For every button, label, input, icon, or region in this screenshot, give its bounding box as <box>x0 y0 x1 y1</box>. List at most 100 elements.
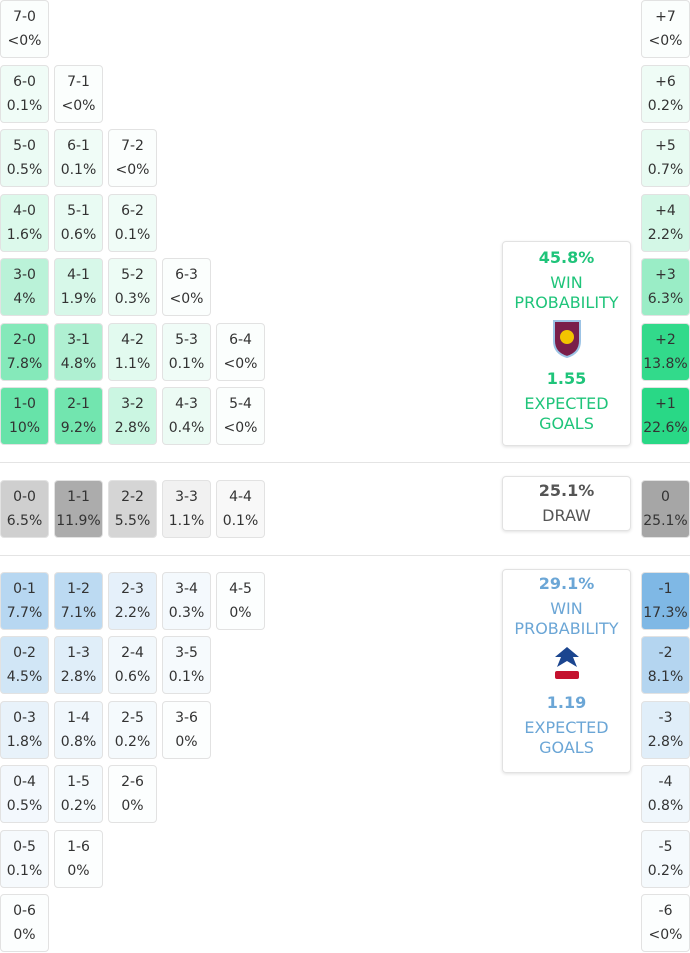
score: 4-5 <box>229 581 252 597</box>
home-win-label: WIN PROBABILITY <box>514 273 619 312</box>
score: 6-3 <box>175 267 198 283</box>
probability: <0% <box>7 33 42 49</box>
probability: 0.1% <box>6 863 43 879</box>
score: 4-0 <box>13 203 36 219</box>
probability: 1.9% <box>60 291 97 307</box>
probability: 1.6% <box>6 227 43 243</box>
probability: 0.2% <box>647 98 684 114</box>
score-cell: 4-4 0.1% <box>216 480 265 538</box>
score: -4 <box>658 774 673 790</box>
probability: 0% <box>121 798 144 814</box>
probability: 0.5% <box>6 162 43 178</box>
probability: <0% <box>115 162 150 178</box>
score-cell: -6 <0% <box>641 894 690 952</box>
score: 1-4 <box>67 710 90 726</box>
score: 1-5 <box>67 774 90 790</box>
draw-info: 25.1% DRAW <box>502 476 631 531</box>
score: 0-2 <box>13 645 36 661</box>
score-cell: 0-5 0.1% <box>0 830 49 888</box>
probability: 2.2% <box>114 605 151 621</box>
score: 2-4 <box>121 645 144 661</box>
probability: 1.1% <box>114 356 151 372</box>
probability: 0.2% <box>647 863 684 879</box>
score: 1-1 <box>67 489 90 505</box>
away-xg-label: EXPECTED GOALS <box>524 718 609 757</box>
score-cell: 2-2 5.5% <box>108 480 157 538</box>
score: 7-1 <box>67 74 90 90</box>
score: 5-2 <box>121 267 144 283</box>
score-cell: 4-0 1.6% <box>0 194 49 252</box>
draw-prob: 25.1% <box>538 481 595 500</box>
probability: 0.3% <box>168 605 205 621</box>
home-win-prob: 45.8% <box>538 248 595 267</box>
probability: 7.1% <box>60 605 97 621</box>
score: 3-3 <box>175 489 198 505</box>
probability: 1.1% <box>168 513 205 529</box>
probability: 0.6% <box>60 227 97 243</box>
score: 6-1 <box>67 138 90 154</box>
probability: 0.4% <box>168 420 205 436</box>
probability: 5.5% <box>114 513 151 529</box>
probability: 2.8% <box>647 734 684 750</box>
probability: 0% <box>13 927 36 943</box>
score-cell: 1-6 0% <box>54 830 103 888</box>
probability: <0% <box>169 291 204 307</box>
score-cell: -4 0.8% <box>641 765 690 823</box>
score: +3 <box>655 267 676 283</box>
score: 5-1 <box>67 203 90 219</box>
score: 6-4 <box>229 332 252 348</box>
score: 3-4 <box>175 581 198 597</box>
score-cell: 0-6 0% <box>0 894 49 952</box>
probability: 10% <box>8 420 41 436</box>
score-cell: 3-1 4.8% <box>54 323 103 381</box>
probability: 0% <box>67 863 90 879</box>
score-cell: 6-2 0.1% <box>108 194 157 252</box>
score: 1-6 <box>67 839 90 855</box>
probability: 1.8% <box>6 734 43 750</box>
probability: 0.7% <box>647 162 684 178</box>
probability: 0.1% <box>60 162 97 178</box>
score: 7-2 <box>121 138 144 154</box>
score-cell: 6-3 <0% <box>162 258 211 316</box>
probability: <0% <box>223 420 258 436</box>
draw-label: DRAW <box>542 506 591 525</box>
score-cell: 1-3 2.8% <box>54 636 103 694</box>
home-xg: 1.55 <box>546 369 587 388</box>
probability: <0% <box>648 33 683 49</box>
score: 5-3 <box>175 332 198 348</box>
score-cell: 4-1 1.9% <box>54 258 103 316</box>
score-cell: +3 6.3% <box>641 258 690 316</box>
probability: 0.5% <box>6 798 43 814</box>
score: 1-2 <box>67 581 90 597</box>
score-cell: 4-2 1.1% <box>108 323 157 381</box>
score-cell: 1-0 10% <box>0 387 49 445</box>
score: 2-0 <box>13 332 36 348</box>
separator <box>0 555 690 556</box>
score: -3 <box>658 710 673 726</box>
score: 4-4 <box>229 489 252 505</box>
score: 0-4 <box>13 774 36 790</box>
away-win-label: WIN PROBABILITY <box>514 599 619 638</box>
probability: 11.9% <box>56 513 101 529</box>
probability: 0.1% <box>6 98 43 114</box>
score-cell: 1-2 7.1% <box>54 572 103 630</box>
score: 3-1 <box>67 332 90 348</box>
score-cell: 5-0 0.5% <box>0 129 49 187</box>
score: 6-0 <box>13 74 36 90</box>
score: 2-5 <box>121 710 144 726</box>
score-cell: +2 13.8% <box>641 323 690 381</box>
score-cell: 4-5 0% <box>216 572 265 630</box>
score-cell: 7-1 <0% <box>54 65 103 123</box>
score: +5 <box>655 138 676 154</box>
score-cell: 2-3 2.2% <box>108 572 157 630</box>
score-cell: +5 0.7% <box>641 129 690 187</box>
probability: <0% <box>648 927 683 943</box>
score: 1-0 <box>13 396 36 412</box>
score-cell: 5-2 0.3% <box>108 258 157 316</box>
probability: 4.5% <box>6 669 43 685</box>
score-cell: 0-0 6.5% <box>0 480 49 538</box>
score-cell: 7-2 <0% <box>108 129 157 187</box>
probability: <0% <box>223 356 258 372</box>
score: -6 <box>658 903 673 919</box>
